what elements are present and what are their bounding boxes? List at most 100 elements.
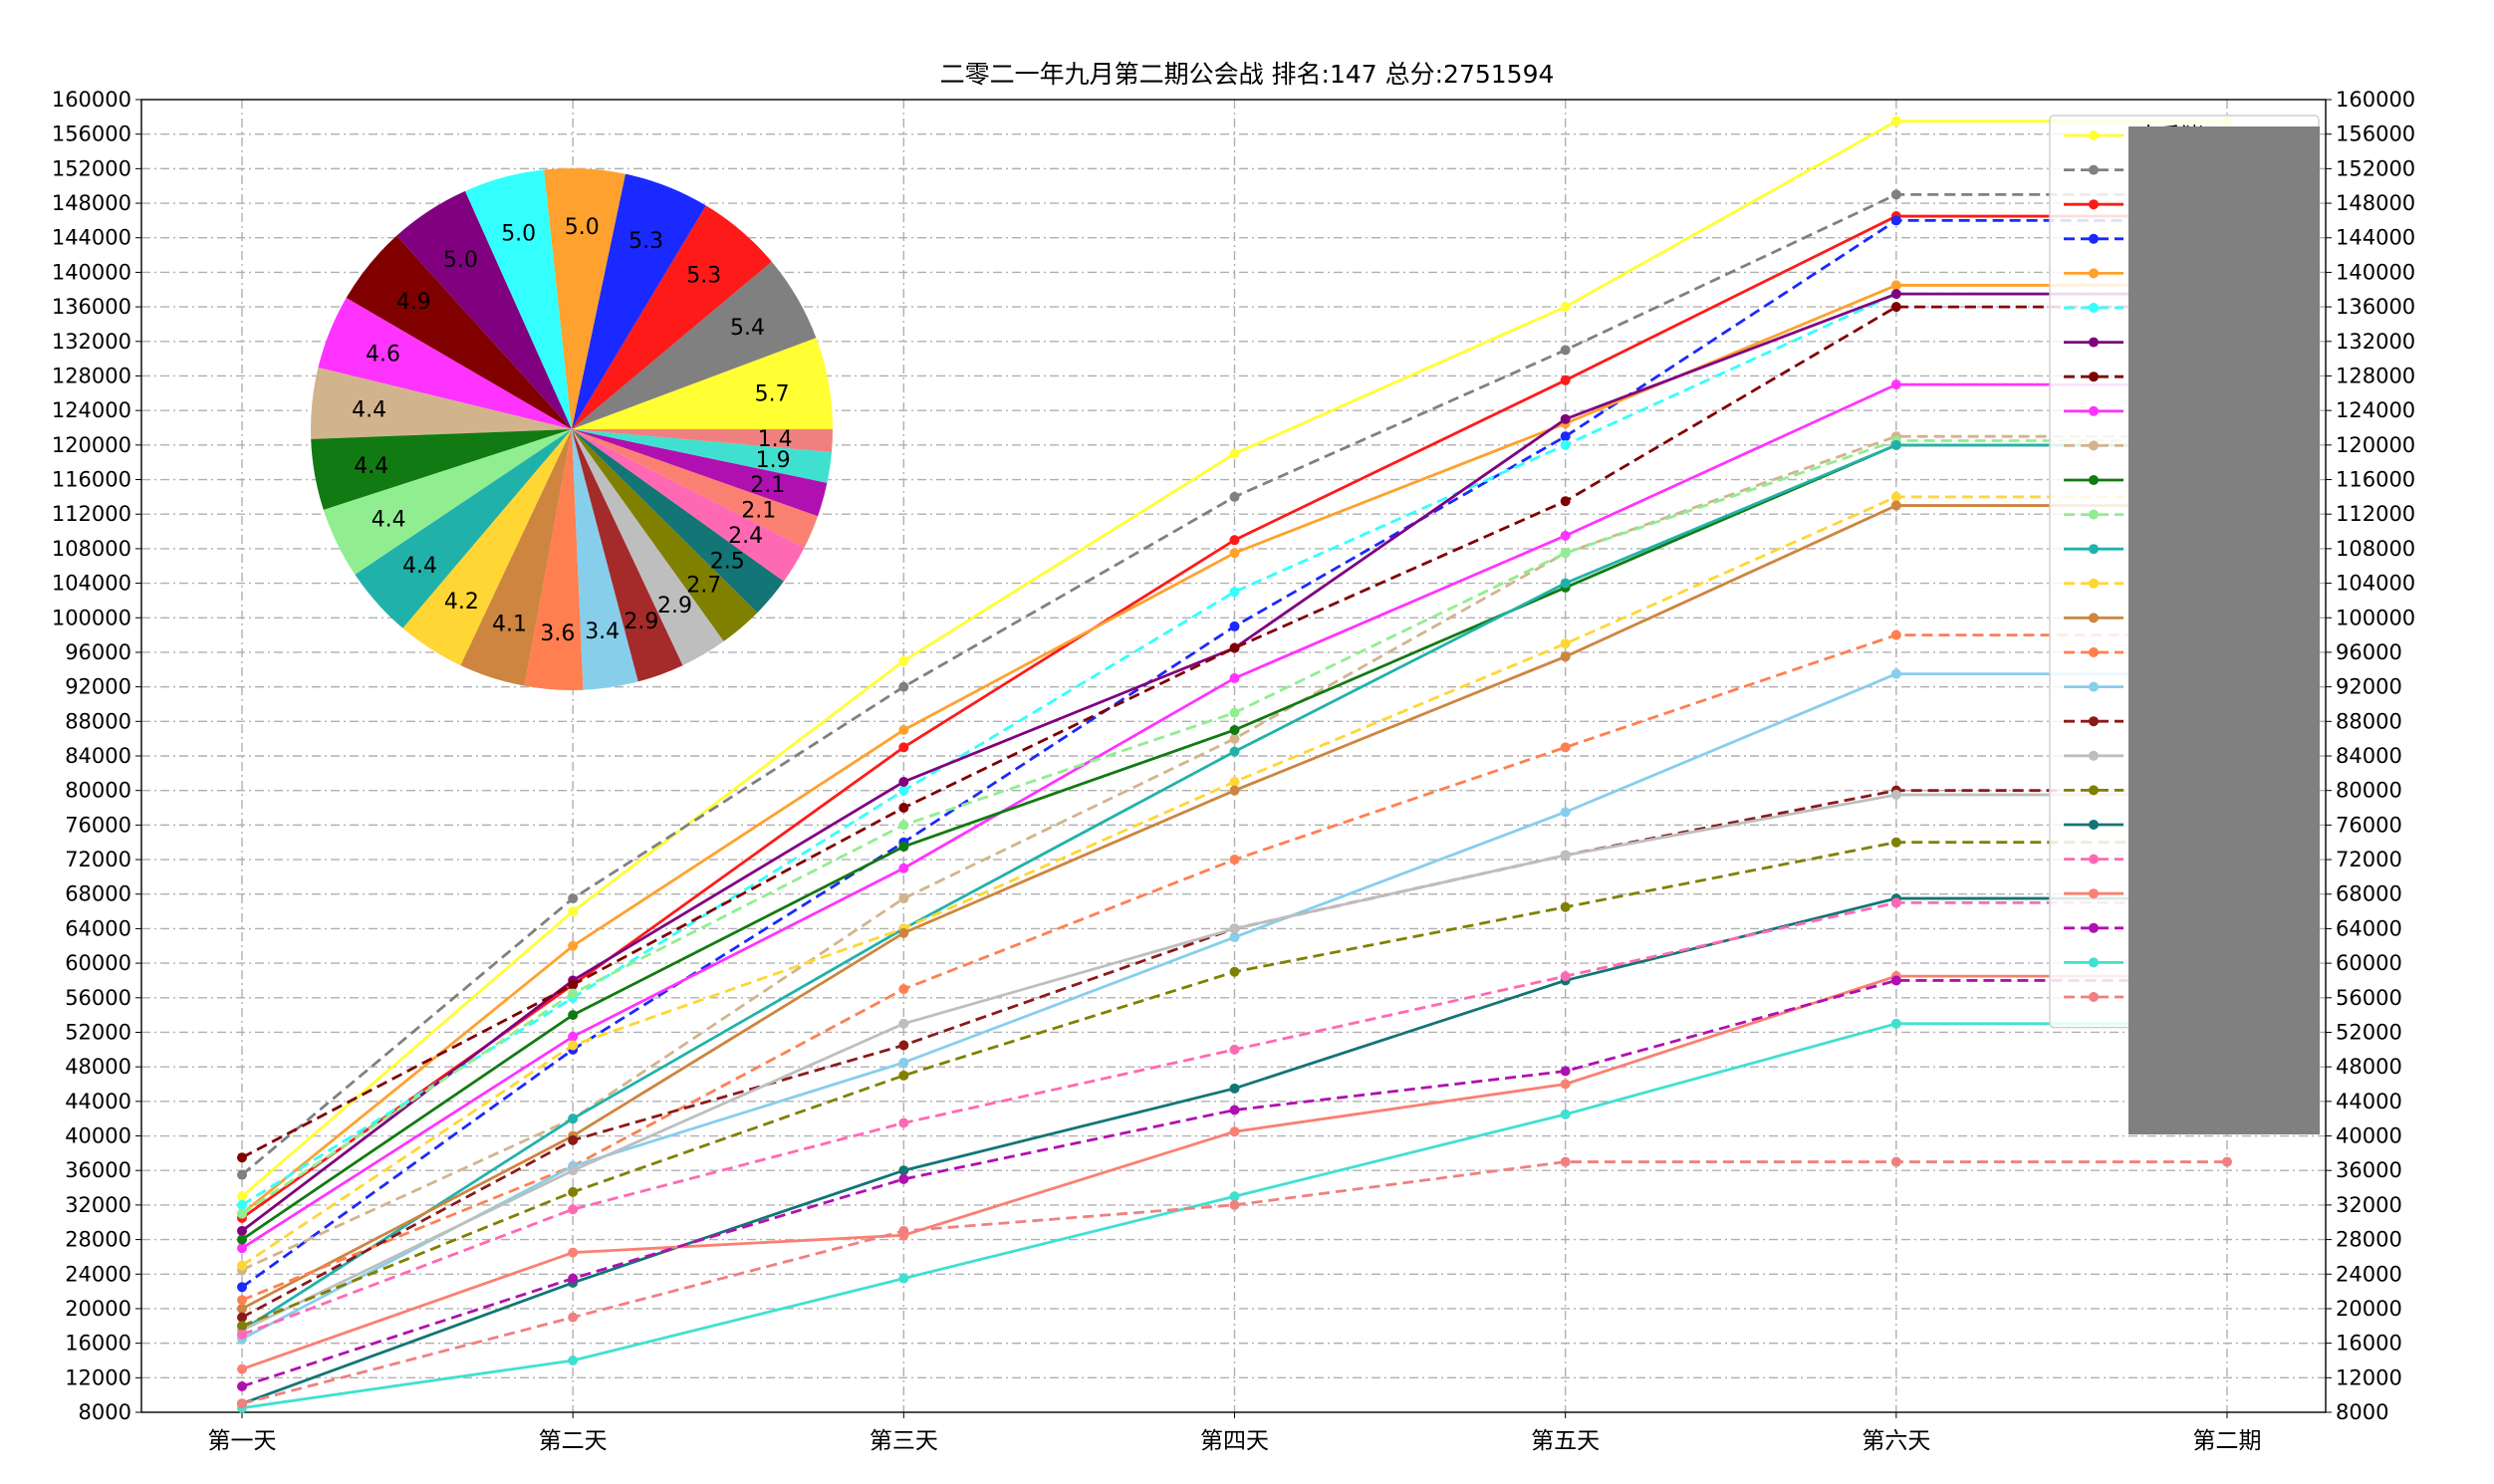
data-point bbox=[568, 1010, 579, 1021]
data-point bbox=[1890, 289, 1901, 300]
y-tick-label-right: 8000 bbox=[2336, 1400, 2388, 1424]
data-point bbox=[1229, 733, 1240, 744]
data-point bbox=[568, 1040, 579, 1051]
data-point bbox=[898, 785, 909, 796]
data-point bbox=[898, 681, 909, 692]
data-point bbox=[1229, 746, 1240, 757]
pie-slice-label: 5.3 bbox=[686, 264, 721, 289]
series-26 bbox=[237, 1156, 2232, 1409]
data-point bbox=[1229, 1191, 1240, 1202]
data-point bbox=[1229, 1126, 1240, 1137]
legend-marker bbox=[2089, 164, 2099, 175]
data-point bbox=[898, 820, 909, 831]
pie-slice bbox=[572, 429, 724, 666]
data-point bbox=[898, 1018, 909, 1029]
data-point bbox=[568, 1204, 579, 1215]
y-tick-label: 84000 bbox=[65, 744, 131, 768]
pie-slice bbox=[346, 235, 572, 429]
y-tick-label-right: 116000 bbox=[2336, 468, 2415, 492]
y-tick-label: 88000 bbox=[65, 709, 131, 733]
data-point bbox=[1560, 638, 1571, 649]
data-point bbox=[1229, 1044, 1240, 1055]
y-tick-label: 16000 bbox=[65, 1332, 131, 1356]
pie-slice-label: 1.4 bbox=[758, 427, 793, 452]
y-tick-label-right: 92000 bbox=[2336, 675, 2402, 699]
legend-entry bbox=[2064, 716, 2123, 727]
y-tick-label-right: 160000 bbox=[2336, 88, 2415, 112]
data-point bbox=[1560, 651, 1571, 662]
pie-slice-label: 5.0 bbox=[501, 222, 536, 247]
data-point bbox=[1890, 500, 1901, 511]
data-point bbox=[568, 893, 579, 904]
y-tick-label: 64000 bbox=[65, 916, 131, 940]
y-tick-label-right: 36000 bbox=[2336, 1158, 2402, 1182]
x-tick-label: 第三天 bbox=[870, 1428, 938, 1454]
y-tick-label-right: 24000 bbox=[2336, 1262, 2402, 1286]
legend-marker bbox=[2089, 130, 2099, 140]
legend-marker bbox=[2089, 820, 2099, 830]
pie-slice-label: 4.4 bbox=[354, 454, 388, 479]
data-point bbox=[898, 724, 909, 735]
series-24 bbox=[237, 975, 2232, 1391]
legend-marker bbox=[2089, 785, 2099, 796]
legend-overlay-block bbox=[2128, 126, 2320, 1134]
x-tick-label: 第一天 bbox=[208, 1428, 277, 1454]
legend-entry bbox=[2064, 820, 2123, 830]
y-tick-label: 48000 bbox=[65, 1055, 131, 1079]
pie-slice bbox=[572, 429, 758, 641]
legend-entry bbox=[2064, 371, 2123, 382]
legend-entry bbox=[2064, 405, 2123, 416]
y-tick-label: 12000 bbox=[65, 1365, 131, 1389]
data-point bbox=[568, 1031, 579, 1042]
data-point bbox=[237, 1329, 247, 1340]
data-point bbox=[237, 1191, 247, 1202]
pie-slice bbox=[355, 429, 572, 628]
y-tick-label: 112000 bbox=[52, 502, 131, 526]
y-tick-label-right: 20000 bbox=[2336, 1297, 2402, 1321]
data-point bbox=[568, 988, 579, 999]
pie-slice-label: 5.0 bbox=[443, 248, 478, 273]
y-tick-label: 76000 bbox=[65, 813, 131, 837]
y-tick-label-right: 60000 bbox=[2336, 951, 2402, 975]
y-tick-label: 44000 bbox=[65, 1090, 131, 1113]
data-point bbox=[568, 1247, 579, 1258]
data-point bbox=[1560, 807, 1571, 818]
data-point bbox=[1890, 189, 1901, 200]
legend-marker bbox=[2089, 199, 2099, 210]
data-point bbox=[1229, 642, 1240, 653]
data-point bbox=[898, 777, 909, 788]
y-tick-label-right: 124000 bbox=[2336, 398, 2415, 422]
data-point bbox=[898, 863, 909, 873]
pie-slice bbox=[464, 169, 572, 429]
data-point bbox=[568, 1134, 579, 1145]
data-point bbox=[1560, 742, 1571, 753]
pie-slice bbox=[572, 429, 805, 582]
legend-entry bbox=[2064, 613, 2123, 623]
y-tick-label: 120000 bbox=[52, 433, 131, 457]
data-point bbox=[1229, 491, 1240, 502]
pie-slice bbox=[572, 429, 638, 690]
y-tick-label-right: 132000 bbox=[2336, 330, 2415, 354]
data-point bbox=[1560, 439, 1571, 450]
data-point bbox=[1560, 345, 1571, 356]
data-point bbox=[1890, 215, 1901, 226]
data-point bbox=[1560, 1079, 1571, 1090]
data-point bbox=[237, 1303, 247, 1314]
legend-entry bbox=[2064, 475, 2123, 485]
data-point bbox=[2222, 1156, 2232, 1167]
data-point bbox=[568, 1113, 579, 1124]
data-point bbox=[1890, 280, 1901, 291]
legend-marker bbox=[2089, 922, 2099, 933]
y-tick-label-right: 120000 bbox=[2336, 433, 2415, 457]
pie-slice-label: 5.3 bbox=[628, 229, 663, 254]
pie-slice-label: 4.4 bbox=[402, 554, 437, 579]
y-tick-label: 40000 bbox=[65, 1124, 131, 1148]
y-tick-label: 36000 bbox=[65, 1158, 131, 1182]
legend-entry bbox=[2064, 992, 2123, 1002]
data-point bbox=[1229, 724, 1240, 735]
y-tick-label-right: 72000 bbox=[2336, 848, 2402, 871]
pie-slice bbox=[572, 429, 784, 614]
plot-frame bbox=[140, 99, 2327, 1413]
data-point bbox=[1890, 116, 1901, 126]
